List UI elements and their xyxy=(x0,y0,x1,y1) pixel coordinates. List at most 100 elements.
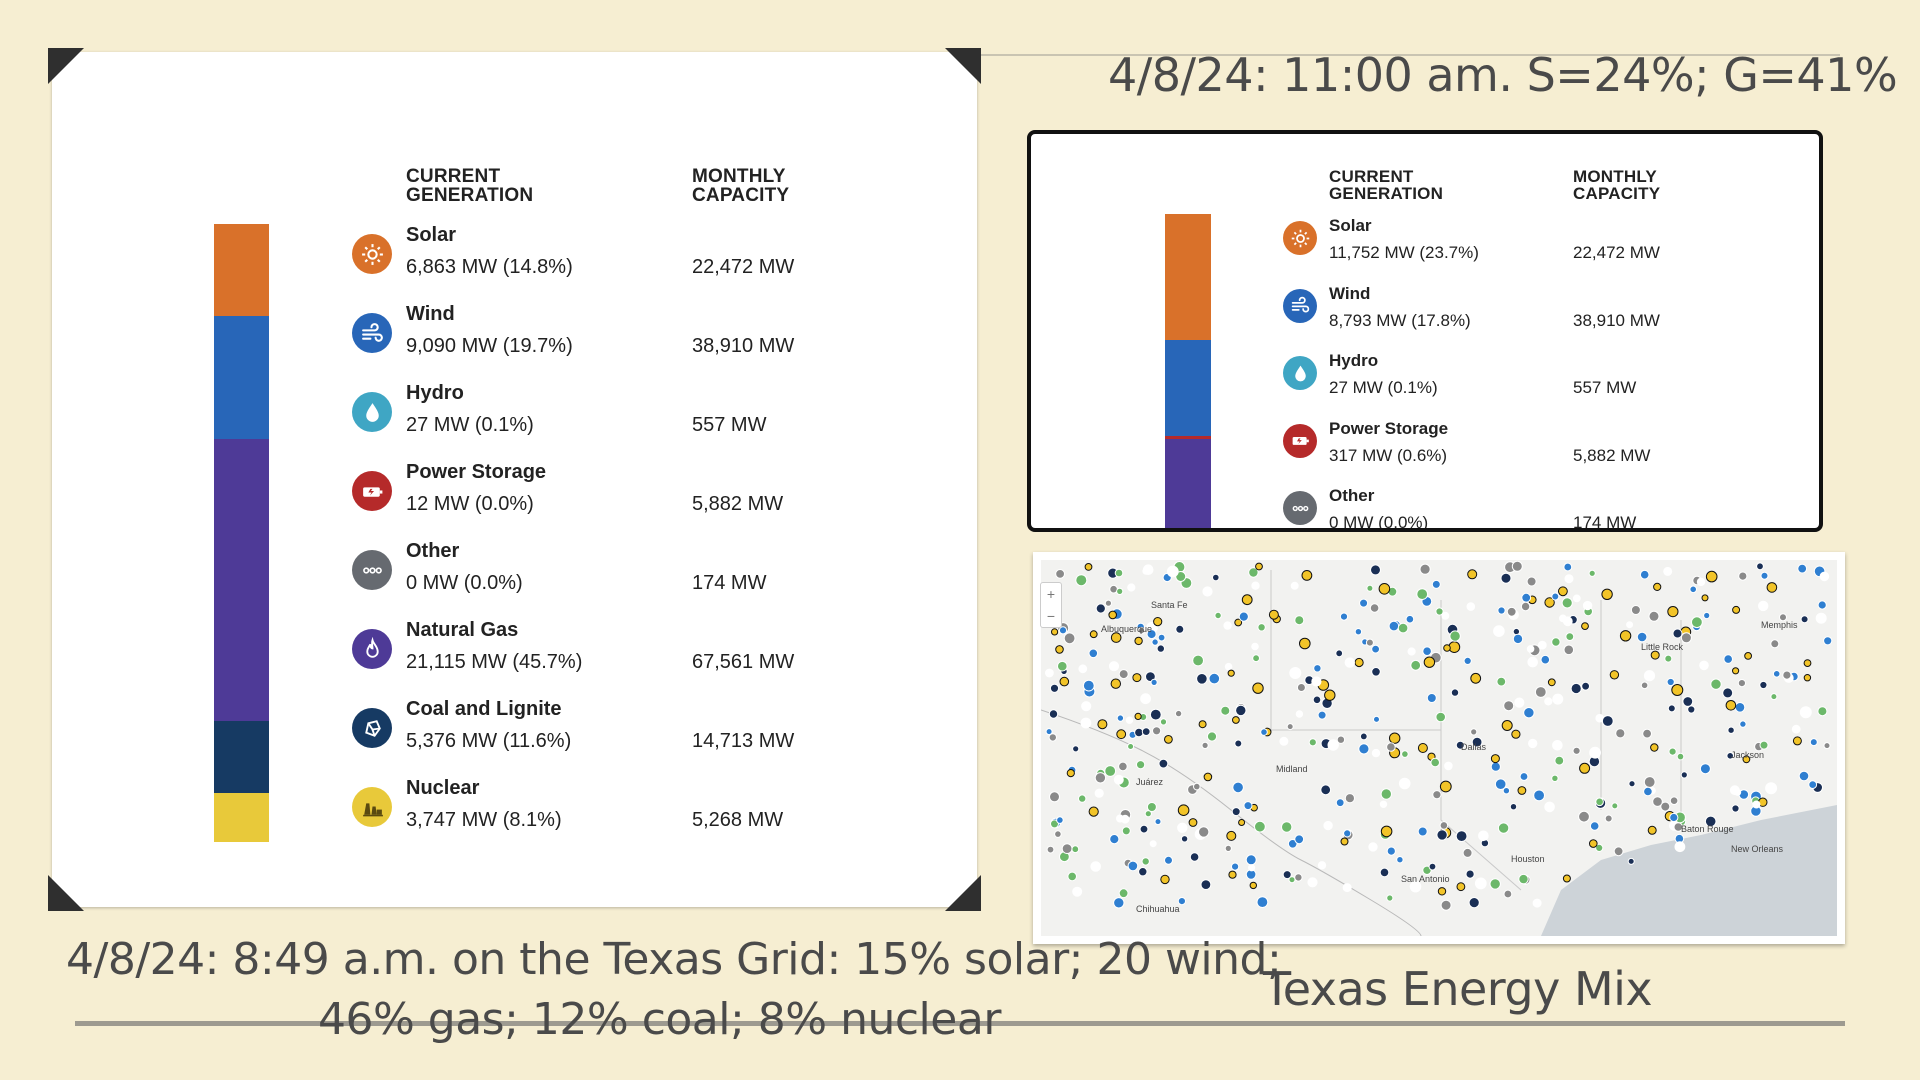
power-plant-marker[interactable] xyxy=(1430,757,1441,768)
power-plant-marker[interactable] xyxy=(1562,874,1571,883)
power-plant-marker[interactable] xyxy=(1799,706,1812,719)
power-plant-marker[interactable] xyxy=(1138,867,1148,877)
power-plant-marker[interactable] xyxy=(1435,711,1447,723)
power-plant-marker[interactable] xyxy=(1132,673,1142,683)
power-plant-marker[interactable] xyxy=(1588,569,1596,577)
power-plant-marker[interactable] xyxy=(1680,771,1688,779)
power-plant-marker[interactable] xyxy=(1335,798,1345,808)
power-plant-marker[interactable] xyxy=(1118,669,1129,680)
power-plant-marker[interactable] xyxy=(1626,621,1634,629)
power-plant-marker[interactable] xyxy=(1200,879,1212,891)
power-plant-marker[interactable] xyxy=(1373,715,1380,723)
power-plant-marker[interactable] xyxy=(1439,780,1452,793)
power-plant-marker[interactable] xyxy=(1668,747,1677,756)
power-plant-marker[interactable] xyxy=(1354,657,1364,668)
power-plant-marker[interactable] xyxy=(1388,620,1400,632)
power-plant-marker[interactable] xyxy=(1154,818,1162,826)
power-plant-marker[interactable] xyxy=(1248,567,1259,578)
power-plant-marker[interactable] xyxy=(1589,746,1601,759)
power-plant-marker[interactable] xyxy=(1696,577,1706,587)
power-plant-marker[interactable] xyxy=(1478,830,1489,842)
power-plant-marker[interactable] xyxy=(1282,870,1292,880)
power-plant-marker[interactable] xyxy=(1650,650,1660,660)
power-plant-marker[interactable] xyxy=(1089,630,1098,639)
power-plant-marker[interactable] xyxy=(1738,571,1748,581)
power-plant-marker[interactable] xyxy=(1116,587,1124,595)
power-plant-marker[interactable] xyxy=(1470,672,1482,684)
power-plant-marker[interactable] xyxy=(1245,854,1257,866)
power-plant-marker[interactable] xyxy=(1752,800,1761,809)
power-plant-marker[interactable] xyxy=(1088,648,1099,659)
power-plant-marker[interactable] xyxy=(1732,605,1741,614)
power-plant-marker[interactable] xyxy=(1365,638,1374,647)
power-plant-marker[interactable] xyxy=(1552,740,1563,751)
power-plant-marker[interactable] xyxy=(1652,796,1663,807)
power-plant-marker[interactable] xyxy=(1440,899,1452,911)
power-plant-marker[interactable] xyxy=(1164,855,1173,865)
power-plant-marker[interactable] xyxy=(1770,693,1778,701)
power-plant-marker[interactable] xyxy=(1220,705,1231,716)
power-plant-marker[interactable] xyxy=(1439,821,1449,830)
power-plant-marker[interactable] xyxy=(1601,588,1613,600)
power-plant-marker[interactable] xyxy=(1619,630,1632,642)
power-plant-marker[interactable] xyxy=(1809,738,1818,747)
power-plant-marker[interactable] xyxy=(1094,788,1104,798)
power-plant-marker[interactable] xyxy=(1579,762,1591,774)
power-plant-marker[interactable] xyxy=(1048,709,1059,719)
power-plant-marker[interactable] xyxy=(1177,822,1188,833)
power-plant-marker[interactable] xyxy=(1268,609,1279,620)
power-plant-marker[interactable] xyxy=(1517,786,1527,795)
power-plant-marker[interactable] xyxy=(1497,606,1506,615)
power-plant-marker[interactable] xyxy=(1526,576,1537,587)
power-plant-marker[interactable] xyxy=(1232,716,1240,724)
power-plant-marker[interactable] xyxy=(1756,562,1764,571)
power-plant-marker[interactable] xyxy=(1630,605,1641,615)
power-plant-marker[interactable] xyxy=(1467,569,1478,580)
power-plant-marker[interactable] xyxy=(1521,592,1532,603)
power-plant-marker[interactable] xyxy=(1523,707,1535,719)
power-plant-marker[interactable] xyxy=(1589,821,1600,831)
power-plant-marker[interactable] xyxy=(1547,678,1556,687)
power-plant-marker[interactable] xyxy=(1772,670,1781,678)
zoom-in-button[interactable]: + xyxy=(1046,586,1056,602)
power-plant-marker[interactable] xyxy=(1514,697,1525,708)
power-plant-marker[interactable] xyxy=(1238,819,1246,826)
power-plant-marker[interactable] xyxy=(1192,654,1205,667)
power-plant-marker[interactable] xyxy=(1121,826,1131,836)
power-plant-marker[interactable] xyxy=(1342,883,1352,893)
power-plant-marker[interactable] xyxy=(1234,739,1243,748)
power-plant-marker[interactable] xyxy=(1290,581,1299,590)
power-plant-marker[interactable] xyxy=(1819,571,1830,582)
power-plant-marker[interactable] xyxy=(1471,736,1483,748)
power-plant-marker[interactable] xyxy=(1739,720,1747,728)
power-plant-marker[interactable] xyxy=(1081,701,1092,712)
power-plant-marker[interactable] xyxy=(1537,640,1547,650)
power-plant-marker[interactable] xyxy=(1782,670,1792,680)
power-plant-marker[interactable] xyxy=(1511,560,1523,572)
power-plant-marker[interactable] xyxy=(1449,630,1461,642)
map-zoom-control[interactable]: + − xyxy=(1040,582,1062,628)
power-plant-marker[interactable] xyxy=(1108,661,1120,672)
power-plant-marker[interactable] xyxy=(1164,735,1173,744)
power-plant-marker[interactable] xyxy=(1551,637,1561,647)
power-plant-marker[interactable] xyxy=(1125,716,1134,724)
power-plant-marker[interactable] xyxy=(1410,659,1422,671)
power-plant-marker[interactable] xyxy=(1731,804,1740,813)
power-plant-marker[interactable] xyxy=(1581,681,1590,691)
power-plant-marker[interactable] xyxy=(1803,659,1812,667)
power-plant-marker[interactable] xyxy=(1465,869,1475,879)
power-plant-marker[interactable] xyxy=(1419,563,1431,575)
power-plant-marker[interactable] xyxy=(1050,819,1059,829)
power-plant-marker[interactable] xyxy=(1149,840,1157,848)
power-plant-marker[interactable] xyxy=(1648,610,1660,622)
power-plant-marker[interactable] xyxy=(1431,579,1441,589)
power-plant-marker[interactable] xyxy=(1223,621,1232,630)
power-plant-marker[interactable] xyxy=(1671,684,1684,696)
power-plant-marker[interactable] xyxy=(1532,898,1542,908)
power-plant-marker[interactable] xyxy=(1737,679,1747,688)
power-plant-marker[interactable] xyxy=(1104,765,1117,777)
power-plant-marker[interactable] xyxy=(1136,760,1146,770)
power-plant-marker[interactable] xyxy=(1405,614,1415,624)
power-plant-marker[interactable] xyxy=(1160,874,1170,885)
power-plant-map[interactable]: Santa Fe Albuquerque Little Rock Memphis Jac… xyxy=(1033,552,1845,944)
